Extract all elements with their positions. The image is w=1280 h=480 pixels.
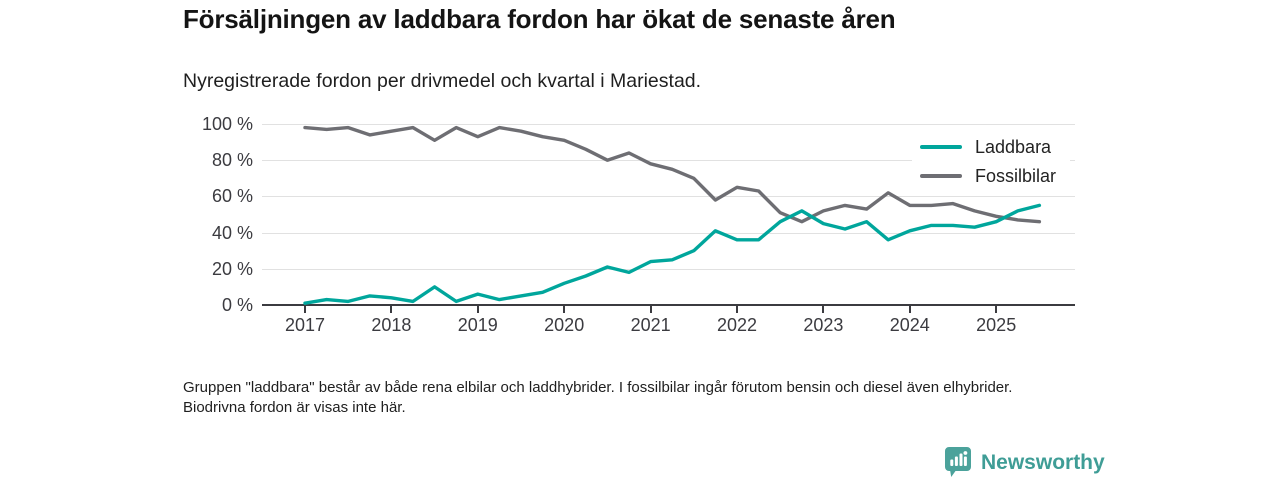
x-axis-line xyxy=(262,304,1075,306)
x-axis-tick-2025 xyxy=(995,306,998,313)
x-axis-tick-2023 xyxy=(822,306,825,313)
x-axis-label-2018: 2018 xyxy=(371,315,412,335)
legend-label-laddbara: Laddbara xyxy=(975,137,1052,157)
legend: Laddbara Fossilbilar xyxy=(912,131,1071,194)
chart-subtitle: Nyregistrerade fordon per drivmedel och … xyxy=(183,70,702,92)
x-axis-label-2020: 2020 xyxy=(544,315,585,335)
x-axis-tick-2017 xyxy=(304,306,306,313)
x-axis-tick-2024 xyxy=(908,306,911,313)
x-axis-label-2017: 2017 xyxy=(284,315,326,335)
x-axis-tick-2020 xyxy=(563,306,566,313)
newsworthy-logo: Newsworthy xyxy=(944,446,1105,478)
footnote-text: Gruppen "laddbara" består av både rena e… xyxy=(183,379,1013,416)
x-axis-tick-2022 xyxy=(736,306,738,313)
gridline-60 xyxy=(262,196,1075,198)
fossilbilar-line-swatch xyxy=(920,174,962,178)
x-axis-label-2022: 2022 xyxy=(716,315,758,335)
y-axis-label-20: 20 % xyxy=(211,258,253,279)
bar-chart-speech-bubble-icon xyxy=(945,447,971,477)
gridline-100 xyxy=(262,124,1075,125)
x-axis-label-2019: 2019 xyxy=(457,315,498,335)
x-axis-tick-2021 xyxy=(649,306,652,313)
y-axis-label-80: 80 % xyxy=(211,150,253,171)
laddbara-line xyxy=(303,203,1042,305)
x-axis-label-2023: 2023 xyxy=(803,315,844,335)
legend-label-fossilbilar: Fossilbilar xyxy=(975,166,1057,186)
x-axis-label-2021: 2021 xyxy=(630,315,671,335)
legend-item-fossilbilar: Fossilbilar xyxy=(920,167,1056,185)
legend-item-laddbara: Laddbara xyxy=(920,138,1056,156)
x-axis-label-2025: 2025 xyxy=(976,315,1017,335)
laddbara-line-swatch xyxy=(920,145,962,149)
x-axis-label-2024: 2024 xyxy=(889,315,930,335)
gridline-40 xyxy=(262,232,1075,234)
y-axis-label-100: 100 % xyxy=(201,114,253,134)
x-axis-tick-2018 xyxy=(390,306,393,313)
y-axis-label-40: 40 % xyxy=(211,222,253,243)
gridline-20 xyxy=(262,268,1075,270)
page-title: Försäljningen av laddbara fordon har öka… xyxy=(183,4,896,34)
y-axis-label-0: 0 % xyxy=(221,295,253,315)
x-axis-tick-2019 xyxy=(476,306,479,313)
logo-text: Newsworthy xyxy=(981,450,1105,474)
y-axis-label-60: 60 % xyxy=(211,186,253,207)
